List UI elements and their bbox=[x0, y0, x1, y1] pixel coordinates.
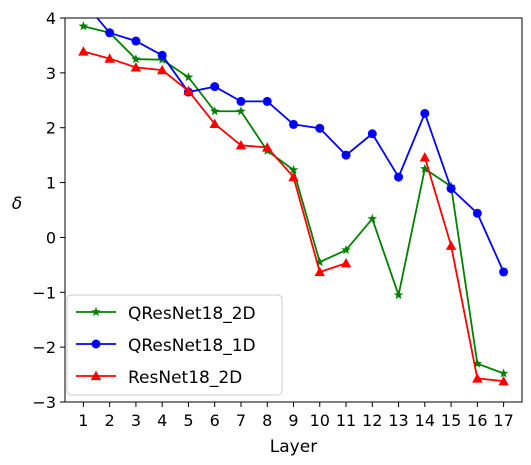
y-tick-label: 0 bbox=[46, 228, 56, 247]
legend-box bbox=[66, 294, 283, 396]
data-point bbox=[210, 82, 220, 92]
data-point bbox=[288, 164, 299, 174]
x-tick-label: 17 bbox=[493, 411, 513, 430]
data-point bbox=[445, 240, 457, 250]
legend: QResNet18_2D QResNet18_1D ResNet18_2D bbox=[66, 294, 283, 396]
data-point bbox=[130, 62, 142, 72]
series-layer bbox=[78, 0, 509, 386]
data-point bbox=[472, 208, 482, 218]
y-tick-label: 3 bbox=[46, 64, 56, 83]
legend-item-qresnet18-2d: QResNet18_2D bbox=[76, 304, 256, 324]
data-point bbox=[498, 368, 509, 378]
data-point bbox=[499, 267, 509, 277]
x-tick-label: 7 bbox=[236, 411, 246, 430]
x-tick-label: 4 bbox=[157, 411, 167, 430]
legend-marker bbox=[91, 339, 101, 349]
data-point bbox=[78, 21, 89, 31]
series-qresnet18-1d bbox=[79, 0, 509, 277]
data-point bbox=[209, 118, 220, 129]
data-point bbox=[314, 266, 325, 277]
data-point bbox=[105, 28, 115, 38]
y-tick-label: 4 bbox=[46, 9, 56, 28]
x-tick-label: 16 bbox=[467, 411, 487, 430]
data-point bbox=[236, 96, 246, 106]
x-tick-label: 14 bbox=[415, 411, 435, 430]
x-tick-label: 6 bbox=[210, 411, 220, 430]
x-tick-label: 3 bbox=[131, 411, 141, 430]
data-point bbox=[367, 129, 377, 139]
data-point bbox=[341, 245, 351, 255]
data-point bbox=[420, 108, 430, 118]
data-point bbox=[157, 50, 167, 60]
x-tick-label: 5 bbox=[183, 411, 193, 430]
y-tick-label: 1 bbox=[46, 174, 56, 193]
series-line bbox=[423, 157, 504, 383]
data-point bbox=[394, 172, 404, 182]
data-point bbox=[393, 290, 404, 300]
x-tick-label: 13 bbox=[388, 411, 408, 430]
legend-marker bbox=[91, 307, 101, 317]
data-point bbox=[367, 213, 378, 223]
data-point bbox=[104, 53, 115, 63]
data-point bbox=[472, 358, 483, 368]
data-point bbox=[498, 375, 509, 386]
data-point bbox=[131, 36, 141, 46]
y-tick-label: −2 bbox=[32, 338, 56, 357]
data-point bbox=[235, 140, 247, 150]
data-point bbox=[419, 152, 431, 162]
data-point bbox=[78, 46, 89, 56]
data-point bbox=[156, 64, 168, 75]
x-tick-label: 2 bbox=[105, 411, 115, 430]
data-point bbox=[236, 106, 246, 116]
data-point bbox=[315, 257, 325, 267]
data-point bbox=[209, 106, 220, 116]
data-point bbox=[341, 150, 351, 160]
data-point bbox=[262, 96, 272, 106]
data-point bbox=[289, 119, 298, 129]
y-tick-label: −1 bbox=[32, 283, 56, 302]
x-tick-label: 8 bbox=[262, 411, 272, 430]
data-point bbox=[262, 142, 273, 152]
x-tick-label: 12 bbox=[362, 411, 382, 430]
y-tick-label: 2 bbox=[46, 119, 56, 138]
data-point bbox=[288, 171, 299, 182]
data-point bbox=[472, 373, 483, 383]
data-point bbox=[131, 54, 141, 64]
x-tick-label: 1 bbox=[78, 411, 88, 430]
y-axis: −3 −2 −1 0 1 2 3 4 bbox=[32, 9, 65, 412]
y-axis-label: δ bbox=[12, 194, 22, 214]
data-point bbox=[183, 85, 194, 96]
data-point bbox=[79, 0, 88, 6]
series-resnet18-2d bbox=[78, 46, 509, 386]
y-tick-label: −3 bbox=[32, 393, 56, 412]
x-tick-label: 11 bbox=[336, 411, 356, 430]
series-line bbox=[96, 18, 505, 273]
data-point bbox=[340, 258, 352, 268]
legend-marker bbox=[90, 370, 102, 381]
data-point bbox=[420, 163, 430, 173]
data-point bbox=[183, 72, 194, 82]
x-tick-label: 15 bbox=[441, 411, 461, 430]
x-axis-label: Layer bbox=[270, 437, 317, 457]
x-axis: 1 2 3 4 5 6 7 8 9 10 11 12 13 14 15 16 17 bbox=[78, 402, 514, 430]
legend-item-qresnet18-1d: QResNet18_1D bbox=[76, 336, 256, 356]
legend-label: QResNet18_1D bbox=[128, 336, 256, 356]
x-tick-label: 10 bbox=[310, 411, 330, 430]
data-point bbox=[315, 123, 325, 133]
x-tick-label: 9 bbox=[288, 411, 298, 430]
data-point bbox=[446, 184, 456, 194]
legend-label: ResNet18_2D bbox=[128, 368, 242, 388]
legend-item-resnet18-2d: ResNet18_2D bbox=[76, 368, 242, 388]
legend-label: QResNet18_2D bbox=[128, 304, 256, 324]
